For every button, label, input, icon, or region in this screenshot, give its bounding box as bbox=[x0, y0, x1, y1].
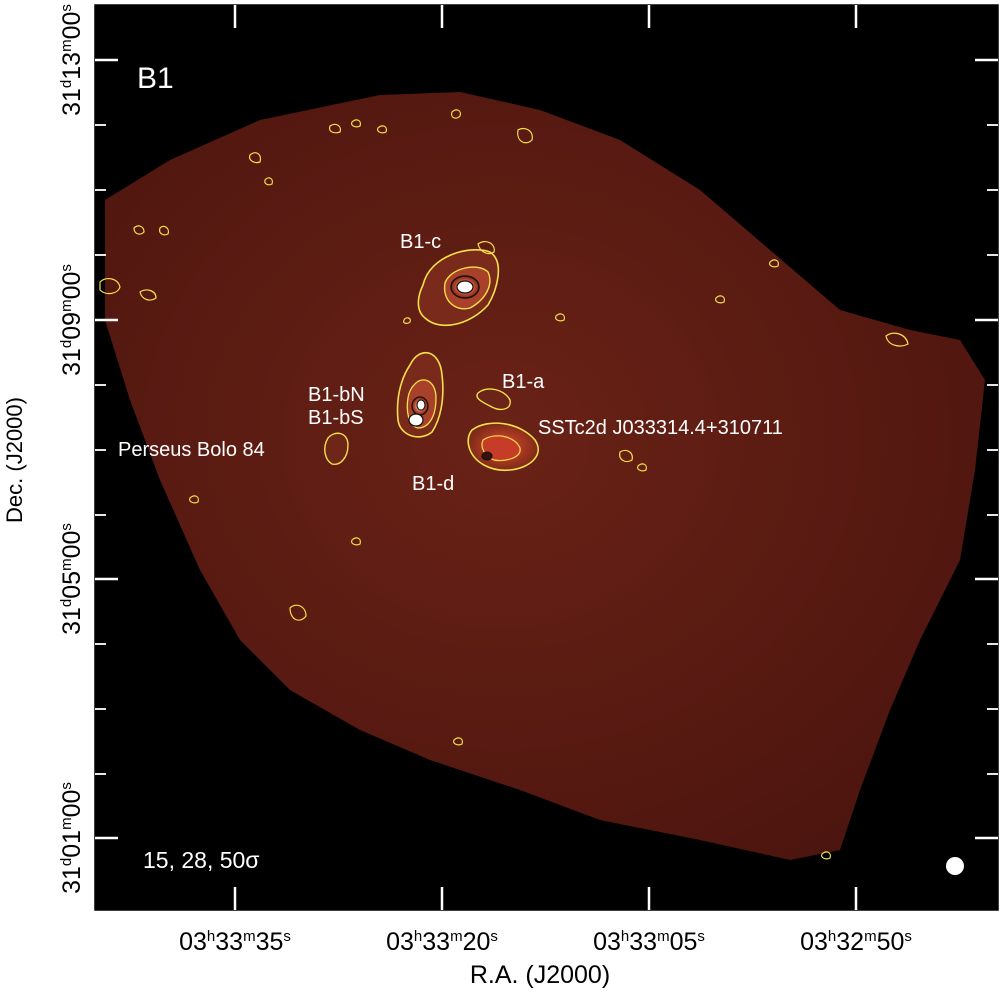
small-contours bbox=[99, 109, 909, 860]
plot-frame bbox=[94, 4, 999, 911]
map-region bbox=[105, 92, 985, 860]
x-tick-labels: 03h33m35s 03h33m20s 03h33m05s 03h32m50s bbox=[179, 928, 912, 956]
b1b-core bbox=[396, 351, 444, 438]
label-b1c: B1-c bbox=[400, 231, 441, 253]
y-tick-label: 31d05m00s bbox=[58, 523, 86, 635]
x-tick-label: 03h32m50s bbox=[800, 928, 912, 956]
contour-levels-note: 15, 28, 50σ bbox=[143, 847, 260, 873]
x-tick-label: 03h33m05s bbox=[593, 928, 705, 956]
label-b1bs: B1-bS bbox=[308, 407, 364, 429]
label-sstc2d: SSTc2d J033314.4+310711 bbox=[538, 417, 783, 439]
y-tick-label: 31d13m00s bbox=[58, 4, 86, 116]
b1c-core bbox=[417, 249, 500, 327]
y-axis-title: Dec. (J2000) bbox=[2, 397, 27, 523]
b1d-core bbox=[467, 422, 539, 472]
bolo84-contour bbox=[324, 432, 349, 465]
label-b1bn: B1-bN bbox=[308, 384, 365, 406]
label-b1a: B1-a bbox=[502, 371, 545, 393]
label-bolo84: Perseus Bolo 84 bbox=[118, 439, 265, 461]
minor-tick-marks bbox=[95, 124, 998, 775]
b1a-contour bbox=[476, 388, 511, 411]
panel-label: B1 bbox=[137, 62, 174, 95]
x-tick-label: 03h33m20s bbox=[386, 928, 498, 956]
label-b1d: B1-d bbox=[412, 473, 454, 495]
beam-marker bbox=[946, 857, 964, 875]
x-axis-title: R.A. (J2000) bbox=[470, 961, 610, 989]
x-tick-label: 03h33m35s bbox=[179, 928, 291, 956]
outer-minor-ticks bbox=[96, 900, 940, 910]
tick-marks bbox=[95, 5, 998, 910]
y-tick-label: 31d09m00s bbox=[58, 264, 86, 376]
y-tick-label: 31d01m00s bbox=[58, 782, 86, 894]
y-tick-labels: 31d13m00s 31d09m00s 31d05m00s 31d01m00s bbox=[58, 4, 86, 894]
